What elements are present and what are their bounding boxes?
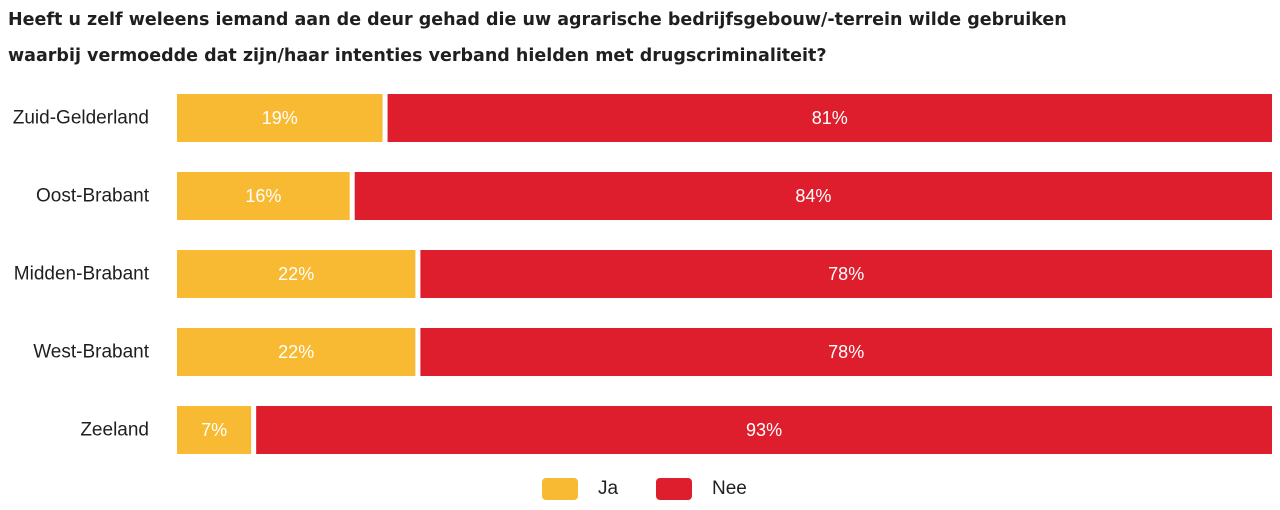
- category-label-zeeland: Zeeland: [80, 420, 149, 441]
- bar-ja-midden-brabant: [177, 250, 416, 298]
- data-label-nee-midden-brabant: 78%: [828, 264, 864, 284]
- data-label-ja-zeeland: 7%: [201, 420, 227, 440]
- legend-item-nee: Nee: [656, 478, 747, 500]
- legend-swatch-ja: [542, 478, 578, 500]
- bar-nee-zuid-gelderland: [387, 94, 1272, 142]
- legend: Ja Nee: [0, 478, 1280, 508]
- data-label-ja-oost-brabant: 16%: [245, 186, 281, 206]
- stacked-bar-chart: Zuid-Gelderland 19% 81% Oost-Brabant 16% 84% M…: [13, 94, 1272, 454]
- legend-swatch-nee: [656, 478, 692, 500]
- data-label-nee-west-brabant: 78%: [828, 342, 864, 362]
- bar-nee-oost-brabant: [354, 172, 1272, 220]
- data-label-ja-west-brabant: 22%: [278, 342, 314, 362]
- bar-ja-zeeland: [177, 406, 252, 454]
- data-label-nee-zeeland: 93%: [746, 420, 782, 440]
- chart-title-line-2: waarbij vermoedde dat zijn/haar intentie…: [8, 46, 827, 66]
- category-label-zuid-gelderland: Zuid-Gelderland: [13, 108, 149, 129]
- legend-label-nee: Nee: [712, 478, 747, 499]
- bar-nee-midden-brabant: [420, 250, 1272, 298]
- category-label-oost-brabant: Oost-Brabant: [36, 186, 150, 207]
- bar-ja-west-brabant: [177, 328, 416, 376]
- data-label-nee-zuid-gelderland: 81%: [812, 108, 848, 128]
- category-label-west-brabant: West-Brabant: [33, 342, 150, 363]
- bar-nee-west-brabant: [420, 328, 1272, 376]
- data-label-nee-oost-brabant: 84%: [795, 186, 831, 206]
- legend-label-ja: Ja: [598, 478, 619, 499]
- chart-title: Heeft u zelf weleens iemand aan de deur …: [8, 2, 1108, 74]
- legend-item-ja: Ja: [542, 478, 618, 500]
- bar-nee-zeeland: [256, 406, 1272, 454]
- data-label-ja-zuid-gelderland: 19%: [262, 108, 298, 128]
- data-label-ja-midden-brabant: 22%: [278, 264, 314, 284]
- category-label-midden-brabant: Midden-Brabant: [14, 264, 150, 285]
- bar-ja-oost-brabant: [177, 172, 350, 220]
- bar-ja-zuid-gelderland: [177, 94, 383, 142]
- chart-title-line-1: Heeft u zelf weleens iemand aan de deur …: [8, 10, 1067, 30]
